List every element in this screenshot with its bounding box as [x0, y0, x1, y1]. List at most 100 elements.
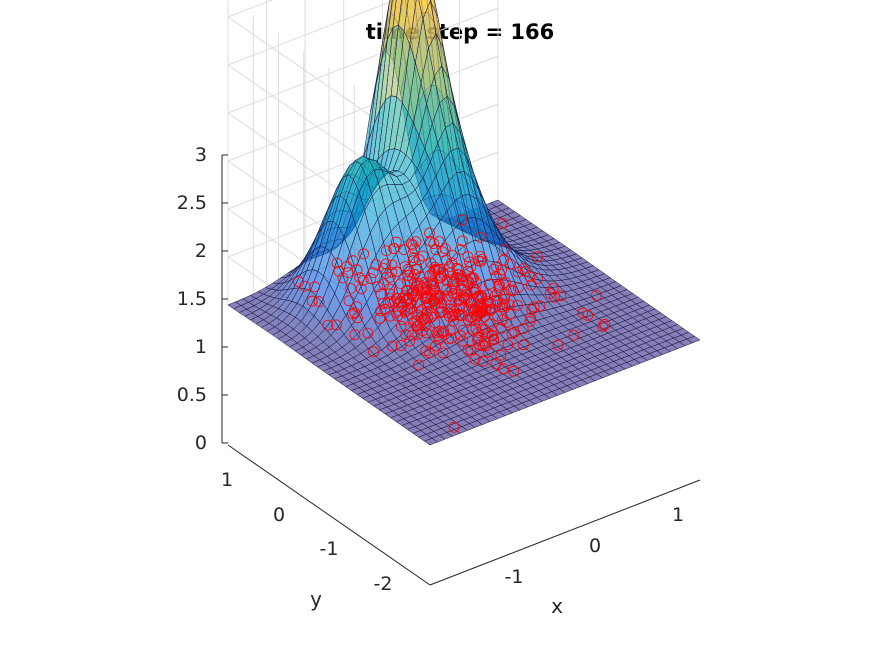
scatter-point	[472, 334, 483, 346]
scatter-point	[599, 319, 611, 330]
scatter-point	[380, 245, 392, 257]
scatter-point	[475, 256, 487, 267]
y-tick-label: -2	[374, 573, 393, 595]
grid-line	[227, 0, 397, 66]
scatter-point	[462, 275, 474, 287]
z-tick-label: 0	[195, 432, 207, 454]
scatter-point	[384, 310, 396, 322]
scatter-point	[472, 290, 483, 302]
scatter-point	[457, 235, 468, 247]
scatter-point	[343, 295, 355, 307]
scatter-point	[446, 284, 458, 296]
scatter-point	[582, 309, 594, 321]
scatter-point	[525, 312, 537, 324]
scatter-point	[354, 272, 366, 283]
scatter-point	[498, 254, 510, 266]
scatter-point	[508, 365, 519, 377]
scatter-point	[347, 255, 359, 267]
y-axis-line	[227, 444, 431, 586]
scatter-point	[357, 274, 369, 286]
scatter-point	[395, 340, 407, 351]
scatter-point	[488, 263, 500, 275]
scatter-point	[424, 235, 436, 247]
scatter-point	[375, 305, 387, 317]
scatter-point	[402, 293, 414, 305]
scatter-point	[390, 236, 402, 248]
scatter-point	[425, 279, 437, 291]
scatter-point	[455, 310, 466, 322]
scatter-point	[398, 244, 410, 256]
scatter-point	[483, 346, 494, 358]
scatter-point	[502, 339, 514, 351]
scatter-point	[412, 309, 424, 321]
scatter-point	[437, 347, 449, 359]
scatter-point	[431, 264, 443, 275]
scatter-point	[409, 243, 420, 255]
scatter-point	[456, 214, 468, 226]
scatter-point	[389, 296, 400, 308]
scatter-point	[518, 339, 529, 351]
scatter-point	[349, 329, 361, 341]
grid-line	[227, 7, 499, 114]
scatter-point	[488, 334, 500, 346]
scatter-point	[496, 217, 508, 229]
x-tick-label: -1	[505, 566, 524, 588]
scatter-point	[494, 268, 506, 280]
scatter-point	[457, 335, 469, 347]
scatter-point	[577, 307, 589, 319]
scatter-point	[474, 339, 485, 351]
x-axis-line	[429, 479, 701, 586]
scatter-point	[496, 298, 508, 310]
z-tick-label: 1	[195, 336, 207, 358]
scatter-point	[409, 277, 420, 289]
scatter-point	[368, 346, 379, 358]
scatter-point	[475, 290, 487, 301]
scatter-point	[504, 258, 516, 270]
scatter-point	[375, 288, 387, 300]
scatter-point	[490, 261, 502, 273]
scatter-point	[428, 238, 440, 249]
scatter-point	[428, 265, 440, 277]
scatter-point	[470, 323, 482, 335]
scatter-point	[528, 301, 540, 313]
scatter-point	[395, 278, 407, 289]
scatter-point	[416, 304, 428, 315]
scatter-point	[293, 276, 304, 288]
scatter-point	[379, 304, 391, 315]
scatter-point	[448, 273, 460, 285]
scatter-point	[457, 324, 469, 336]
scatter-point	[459, 293, 471, 305]
scatter-point	[441, 254, 452, 266]
x-tick-labels: -1 0 1	[505, 504, 685, 588]
scatter-point	[532, 251, 543, 263]
scatter-point	[493, 283, 505, 295]
scatter-point	[591, 290, 602, 301]
scatter-point	[422, 305, 433, 317]
scatter-point	[444, 261, 455, 272]
scatter-point	[455, 244, 466, 256]
scatter-point	[410, 264, 422, 275]
scatter-point	[482, 328, 494, 340]
scatter-point	[552, 339, 564, 351]
scatter-point	[347, 308, 358, 320]
scatter-point	[496, 301, 508, 313]
scatter-point	[544, 288, 556, 299]
scatter-point	[434, 264, 446, 276]
x-tick-label: 1	[672, 504, 684, 526]
scatter-point	[384, 288, 396, 300]
scatter-point	[402, 304, 414, 316]
scatter-point	[469, 353, 481, 365]
scatter-point	[384, 271, 396, 283]
x-axis-label: x	[551, 594, 563, 618]
scatter-point	[362, 327, 374, 339]
scatter-point	[465, 261, 477, 273]
scatter-point	[462, 344, 474, 356]
z-tick-label: 3	[195, 144, 207, 166]
y-tick-label: -1	[320, 538, 339, 560]
scatter-point	[370, 259, 382, 271]
z-tick-label: 2.5	[177, 192, 207, 214]
scatter-point	[499, 276, 511, 288]
z-tick-label: 0.5	[177, 384, 207, 406]
z-tick-label: 2	[195, 240, 207, 262]
scatter-point	[428, 285, 440, 297]
